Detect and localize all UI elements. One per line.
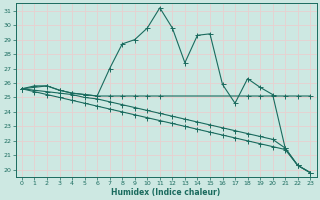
X-axis label: Humidex (Indice chaleur): Humidex (Indice chaleur): [111, 188, 221, 197]
